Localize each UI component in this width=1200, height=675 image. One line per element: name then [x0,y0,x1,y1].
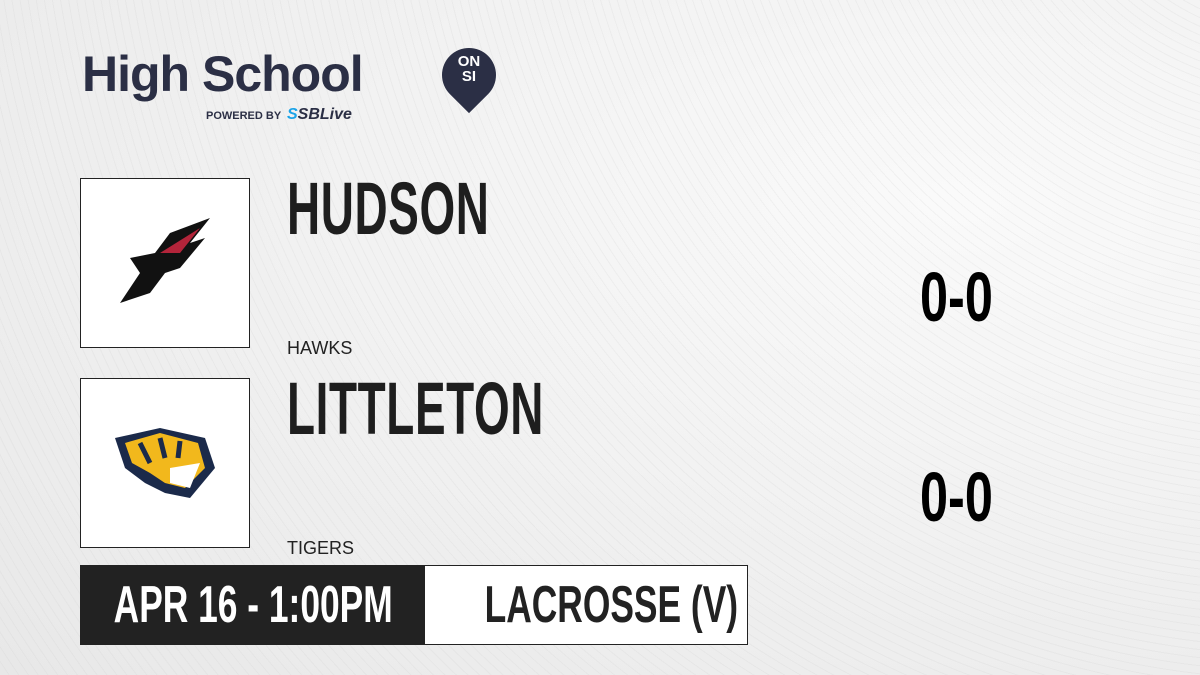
game-info-bar: APR 16 - 1:00PM LACROSSE (V) [80,565,748,645]
brand-badge: ON SI [447,54,491,84]
datetime-text: APR 16 - 1:00PM [113,576,393,634]
game-datetime: APR 16 - 1:00PM [81,566,425,644]
game-sport: LACROSSE (V) [425,566,798,644]
away-team-name: LITTLETON [287,367,545,450]
sblive-logo: SSBLive [287,106,352,124]
badge-top: ON [457,53,481,70]
sblive-mark: S [287,106,298,123]
brand-title: High School [82,46,364,102]
sblive-text: SBLive [297,106,352,123]
home-team-name: HUDSON [287,167,490,250]
tiger-icon [115,428,215,498]
away-team-mascot: TIGERS [287,538,355,558]
powered-by: POWERED BY [206,110,282,122]
hawk-icon [120,218,210,303]
home-team-mascot: HAWKS [287,338,353,358]
hudson-logo [80,178,250,348]
badge-bottom: SI [461,68,477,85]
littleton-logo [80,378,250,548]
home-team-record: 0-0 [920,258,993,336]
away-team-record: 0-0 [920,458,993,536]
sport-text: LACROSSE (V) [484,576,739,634]
